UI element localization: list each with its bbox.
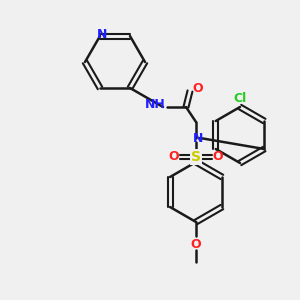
Text: Cl: Cl — [233, 92, 247, 106]
Text: NH: NH — [145, 98, 165, 110]
Text: O: O — [213, 151, 223, 164]
Text: O: O — [169, 151, 179, 164]
Text: N: N — [97, 28, 107, 40]
Text: N: N — [193, 131, 203, 145]
Text: S: S — [191, 150, 201, 164]
Text: O: O — [191, 238, 201, 250]
Text: O: O — [193, 82, 203, 95]
